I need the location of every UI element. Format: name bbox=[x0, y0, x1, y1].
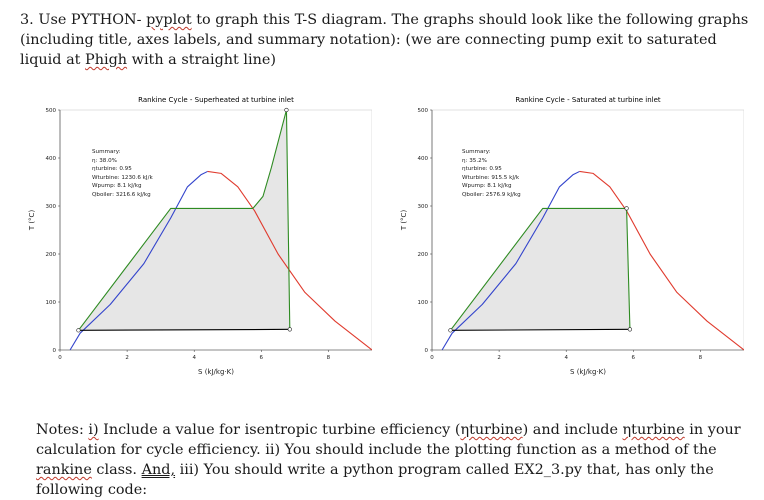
chart-title: Rankine Cycle - Saturated at turbine inl… bbox=[515, 96, 661, 104]
x-tick-label: 4 bbox=[192, 355, 196, 361]
notes-g: in your calculation for cycle efficiency… bbox=[36, 422, 741, 458]
state-point bbox=[624, 206, 629, 211]
chart-superheated-svg: Rankine Cycle - Superheated at turbine i… bbox=[28, 96, 372, 376]
saturated-vapor-line bbox=[207, 170, 372, 351]
chart-saturated: Rankine Cycle - Saturated at turbine inl… bbox=[392, 90, 744, 390]
state-point bbox=[76, 328, 81, 333]
question-post: with a straight line) bbox=[127, 52, 277, 68]
notes-and: And, bbox=[141, 462, 176, 478]
y-tick-label: 500 bbox=[418, 108, 429, 114]
notes-rankine: rankine bbox=[36, 462, 92, 478]
condenser-line bbox=[450, 328, 630, 331]
condenser-line bbox=[78, 328, 290, 331]
plot-layer: 0 100 200 300 400 500 0 2 4 6 8 bbox=[418, 108, 744, 361]
y-tick-label: 300 bbox=[418, 204, 429, 210]
summary-eta-turbine: ηturbine: 0.95 bbox=[92, 166, 132, 173]
summary-eta: η: 35.2% bbox=[462, 157, 487, 164]
y-tick-label: 0 bbox=[425, 348, 429, 354]
notes: Notes: i) Include a value for isentropic… bbox=[36, 420, 748, 500]
summary-w-turbine: Wturbine: 1230.6 kJ/k bbox=[92, 174, 153, 181]
notes-eta-2: ηturbine bbox=[622, 422, 685, 438]
y-tick-label: 100 bbox=[46, 300, 57, 306]
chart-saturated-svg: Rankine Cycle - Saturated at turbine inl… bbox=[400, 96, 744, 376]
summary-q-boiler: Qboiler: 2576.9 kJ/kg bbox=[462, 191, 521, 198]
saturated-liquid-line bbox=[441, 170, 580, 351]
summary-box: Summary: η: 38.0% ηturbine: 0.95 Wturbin… bbox=[92, 148, 153, 200]
x-axis-label: S (kJ/kg·K) bbox=[198, 368, 234, 376]
y-tick-label: 200 bbox=[46, 252, 57, 258]
y-tick-label: 400 bbox=[418, 156, 429, 162]
question-mid: to graph this T-S diagram. The graphs sh… bbox=[20, 12, 749, 68]
saturated-liquid-line bbox=[69, 170, 208, 351]
y-tick-label: 300 bbox=[46, 204, 57, 210]
summary-box: Summary: η: 35.2% ηturbine: 0.95 Wturbin… bbox=[462, 148, 521, 200]
summary-eta: η: 38.0% bbox=[92, 157, 117, 164]
notes-e: ) and include bbox=[522, 422, 623, 438]
cycle-fill bbox=[450, 208, 630, 331]
state-point bbox=[287, 327, 292, 332]
notes-b: i) bbox=[88, 422, 99, 438]
question-pre: Use PYTHON- bbox=[38, 12, 147, 28]
x-tick-label: 6 bbox=[260, 355, 264, 361]
summary-w-pump: Wpump: 8.1 kJ/kg bbox=[462, 183, 512, 190]
x-tick-label: 4 bbox=[564, 355, 568, 361]
y-tick-label: 100 bbox=[418, 300, 429, 306]
chart-title: Rankine Cycle - Superheated at turbine i… bbox=[138, 96, 294, 104]
y-tick-label: 0 bbox=[53, 348, 57, 354]
x-tick-label: 8 bbox=[699, 355, 703, 361]
summary-w-turbine: Wturbine: 915.5 kJ/k bbox=[462, 174, 520, 181]
summary-heading: Summary: bbox=[462, 149, 491, 155]
x-axis-label: S (kJ/kg·K) bbox=[570, 368, 606, 376]
notes-eta-1: ηturbine bbox=[460, 422, 523, 438]
saturated-vapor-line bbox=[579, 170, 744, 351]
y-tick-label: 500 bbox=[46, 108, 57, 114]
question-number: 3. bbox=[20, 12, 34, 28]
state-point bbox=[627, 327, 633, 332]
state-point bbox=[448, 328, 453, 333]
x-tick-label: 2 bbox=[125, 355, 129, 361]
phigh-term: Phigh bbox=[85, 52, 128, 68]
cycle-line bbox=[450, 207, 631, 331]
summary-q-boiler: Qboiler: 3216.6 kJ/kg bbox=[92, 191, 151, 198]
x-tick-label: 6 bbox=[632, 355, 636, 361]
summary-w-pump: Wpump: 8.1 kJ/kg bbox=[92, 183, 142, 190]
notes-i: class. bbox=[91, 462, 142, 478]
y-tick-label: 200 bbox=[418, 252, 429, 258]
chart-superheated: Rankine Cycle - Superheated at turbine i… bbox=[20, 90, 372, 390]
x-tick-label: 0 bbox=[58, 355, 62, 361]
notes-a: Notes: bbox=[36, 422, 89, 438]
summary-heading: Summary: bbox=[92, 149, 121, 155]
plot-layer: 0 100 200 300 400 500 0 2 4 6 8 bbox=[46, 107, 372, 361]
y-axis-label: T (°C) bbox=[28, 210, 36, 232]
pyplot-term: pyplot bbox=[146, 12, 192, 28]
y-tick-label: 400 bbox=[46, 156, 57, 162]
y-axis-label: T (°C) bbox=[400, 210, 408, 232]
x-tick-label: 0 bbox=[430, 355, 434, 361]
cycle-fill bbox=[78, 110, 290, 331]
state-point bbox=[284, 107, 289, 113]
x-tick-label: 2 bbox=[497, 355, 501, 361]
summary-eta-turbine: ηturbine: 0.95 bbox=[462, 166, 502, 173]
notes-c: Include a value for isentropic turbine e… bbox=[98, 422, 461, 438]
x-tick-label: 8 bbox=[327, 355, 331, 361]
instructions: 3. Use PYTHON- pyplot to graph this T-S … bbox=[20, 10, 750, 70]
